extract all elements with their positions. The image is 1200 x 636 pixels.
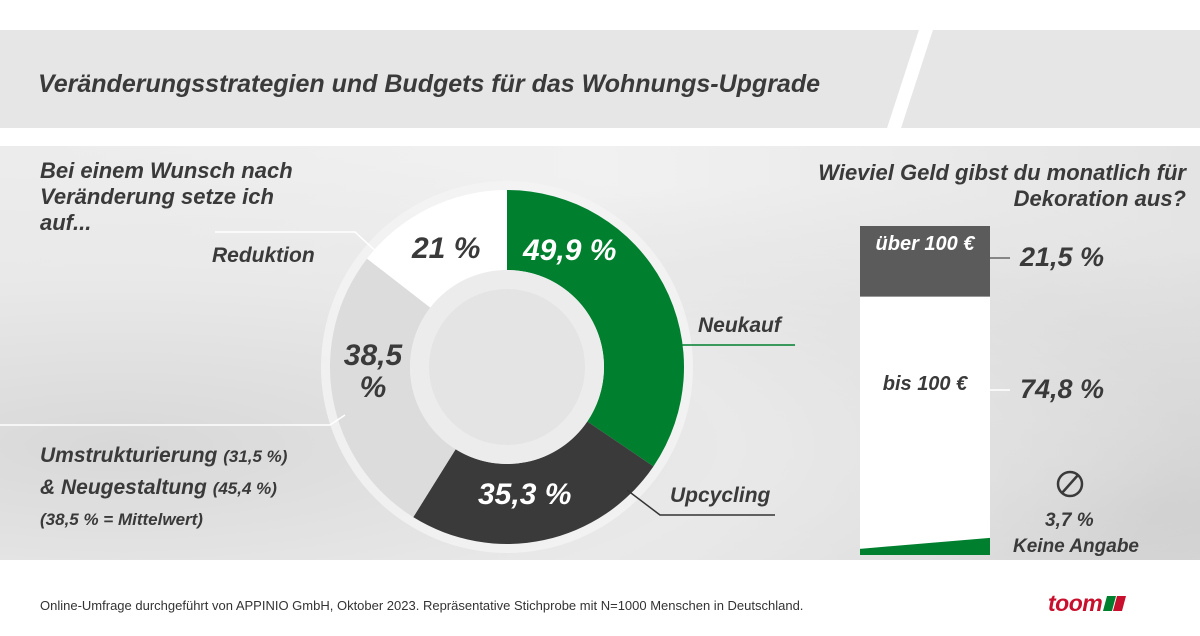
value-neukauf: 49,9 % (523, 234, 617, 267)
prohibited-icon (1056, 470, 1084, 498)
donut-slice-mittelwert (329, 258, 456, 518)
upcycling-leader (626, 489, 775, 516)
footer-source: Online-Umfrage durchgeführt von APPINIO … (40, 598, 804, 613)
logo-text: toom (1048, 590, 1103, 616)
note-value: (31,5 %) (223, 447, 288, 466)
header-band (0, 30, 1200, 128)
bar-value-over: 21,5 % (1020, 242, 1105, 272)
note-line: & Neugestaltung (40, 476, 207, 499)
left-question-line: Bei einem Wunsch nach (40, 158, 293, 183)
right-question-line: Wieviel Geld gibst du monatlich für (818, 160, 1186, 185)
left-question-line: auf... (40, 210, 92, 235)
left-note: Umstrukturierung (31,5 %) & Neugestaltun… (40, 440, 287, 535)
bar-value-none: 3,7 % (1045, 510, 1094, 531)
note-value: (45,4 %) (212, 479, 277, 498)
bar-label-under: bis 100 € (882, 373, 968, 395)
donut-slice-neukauf (507, 190, 684, 467)
label-neukauf: Neukauf (698, 314, 781, 337)
bar-value-under: 74,8 % (1020, 374, 1105, 404)
left-question-line: Veränderung setze ich (40, 184, 274, 209)
left-question: Bei einem Wunsch nach Veränderung setze … (40, 158, 293, 236)
label-upcycling: Upcycling (670, 484, 771, 507)
donut-slice-upcycling (413, 421, 654, 544)
bar-label-over: über 100 € (875, 233, 975, 255)
value-mean: 38,5 % (343, 339, 403, 404)
label-reduktion: Reduktion (212, 244, 315, 267)
page-title: Veränderungsstrategien und Budgets für d… (38, 70, 821, 98)
bar-label-none: Keine Angabe (1013, 536, 1139, 557)
note-line: Umstrukturierung (40, 444, 218, 467)
toom-logo: toom (1048, 590, 1127, 617)
donut-slice-reduktion (367, 190, 507, 308)
right-question-line: Dekoration aus? (1013, 186, 1186, 211)
bar-segment-2 (860, 537, 990, 555)
bar-segment-1 (860, 296, 990, 549)
bar-segment-0 (860, 226, 990, 297)
reduktion-leader (215, 231, 381, 256)
right-question: Wieviel Geld gibst du monatlich für Deko… (818, 160, 1186, 212)
mean-leader (0, 414, 346, 426)
value-reduktion: 21 % (412, 232, 481, 265)
value-upcycling: 35,3 % (478, 478, 572, 511)
note-line: (38,5 % = Mittelwert) (40, 510, 203, 529)
donut-hole (429, 289, 585, 445)
